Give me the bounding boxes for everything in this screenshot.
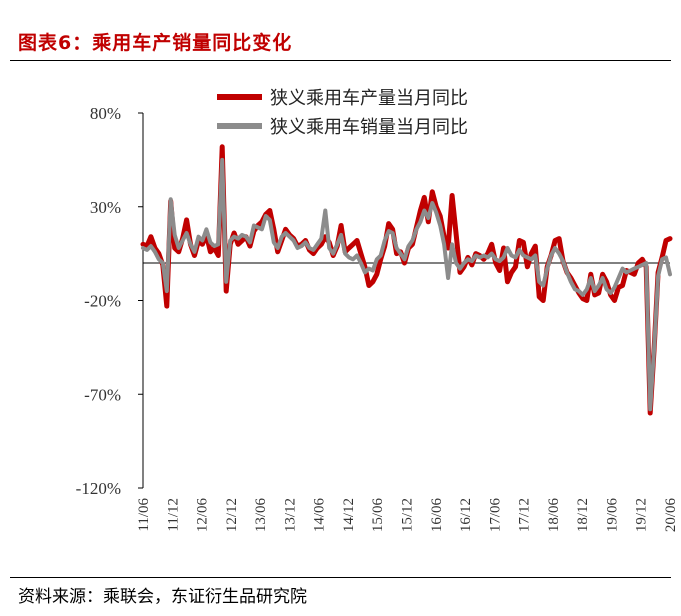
x-tick-label: 18/06	[546, 498, 562, 533]
x-tick-label: 14/12	[341, 498, 357, 532]
legend-label-sales: 狭义乘用车销量当月同比	[270, 117, 468, 138]
y-tick-label: 80%	[90, 104, 121, 123]
x-tick-label: 15/12	[400, 498, 416, 532]
legend: 狭义乘用车产量当月同比 狭义乘用车销量当月同比	[217, 88, 468, 138]
line-chart: 80% 30% -20% -70% -120% 11/06 11/12 12/06 12/12…	[76, 88, 679, 533]
x-tick-label: 17/06	[487, 498, 503, 533]
source-note: 资料来源：乘联会，东证衍生品研究院	[18, 587, 307, 607]
x-tick-label: 11/12	[165, 498, 181, 532]
x-tick-label: 11/06	[136, 498, 152, 532]
y-tick-label: -20%	[84, 292, 121, 311]
x-tick-label: 16/06	[429, 498, 445, 533]
x-tick-label: 13/12	[282, 498, 298, 532]
title-rule	[10, 60, 671, 61]
x-tick-label: 20/06	[663, 498, 679, 533]
x-tick-label: 14/06	[312, 498, 328, 533]
x-tick-label: 17/12	[517, 498, 533, 532]
legend-label-production: 狭义乘用车产量当月同比	[270, 88, 468, 109]
y-axis-ticks: 80% 30% -20% -70% -120%	[76, 104, 143, 498]
x-tick-label: 16/12	[458, 498, 474, 532]
x-tick-label: 19/12	[634, 498, 650, 532]
y-tick-label: -70%	[84, 385, 121, 404]
x-tick-label: 13/06	[253, 498, 269, 533]
footer-rule	[10, 577, 671, 578]
x-tick-label: 15/06	[370, 498, 386, 533]
series-layer	[140, 144, 673, 416]
series-line-sales	[141, 157, 672, 412]
figure-title: 图表6：乘用车产销量同比变化	[18, 32, 293, 54]
x-tick-label: 12/12	[224, 498, 240, 532]
y-tick-label: 30%	[90, 198, 121, 217]
y-tick-label: -120%	[76, 479, 121, 498]
x-tick-label: 12/06	[195, 498, 211, 533]
x-tick-label: 18/12	[575, 498, 591, 532]
x-axis-ticks: 11/06 11/12 12/06 12/12 13/06 13/12 14/06 14/12…	[136, 498, 679, 533]
x-tick-label: 19/06	[604, 498, 620, 533]
